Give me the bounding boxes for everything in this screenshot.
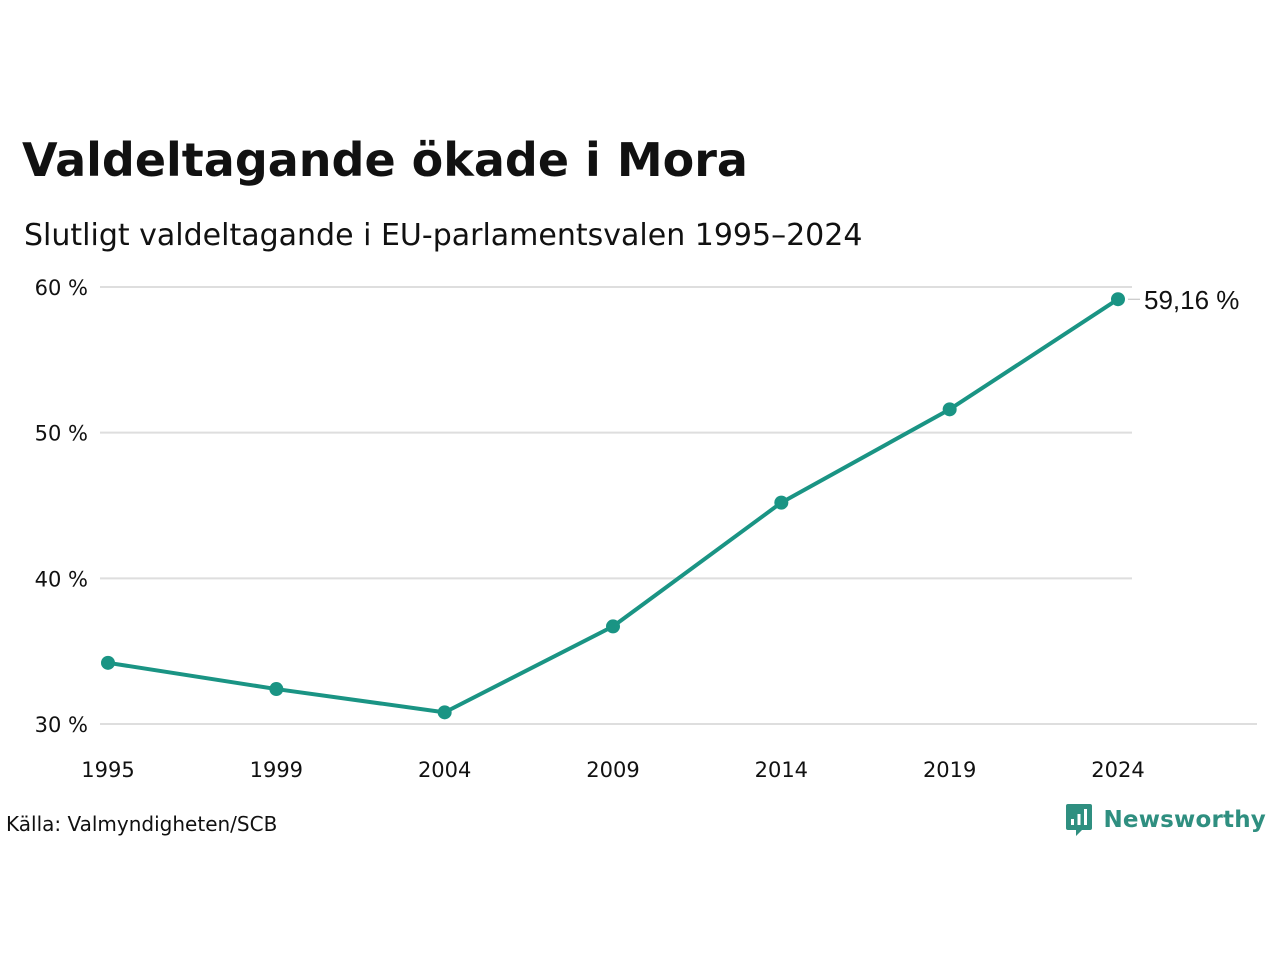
- source-note: Källa: Valmyndigheten/SCB: [6, 812, 278, 836]
- chart-subtitle: Slutligt valdeltagande i EU-parlamentsva…: [24, 218, 863, 253]
- gridlines: [100, 286, 1257, 725]
- data-point: [774, 495, 789, 510]
- x-tick-label: 1995: [81, 758, 134, 782]
- data-labels: 59,16 %: [1128, 285, 1239, 315]
- y-tick-label: 50 %: [35, 422, 88, 446]
- brand-logo: Newsworthy: [1065, 803, 1266, 837]
- data-point: [942, 402, 957, 417]
- x-axis-ticks: 1995 1999 2004 2009 2014 2019 2024: [81, 758, 1144, 782]
- series-line: [106, 297, 1120, 715]
- y-tick-label: 40 %: [35, 567, 88, 591]
- x-tick-label: 1999: [250, 758, 303, 782]
- y-axis-ticks: 30 % 40 % 50 % 60 %: [35, 276, 88, 737]
- brand-name: Newsworthy: [1103, 807, 1266, 833]
- y-tick-label: 60 %: [35, 276, 88, 300]
- data-point: [1111, 292, 1125, 307]
- data-point: [269, 682, 284, 697]
- x-tick-label: 2024: [1091, 758, 1144, 782]
- series-line-group: [106, 297, 1120, 715]
- chart-title: Valdeltagande ökade i Mora: [22, 133, 748, 187]
- x-tick-label: 2014: [755, 758, 808, 782]
- x-tick-label: 2004: [418, 758, 471, 782]
- last-value-label: 59,16 %: [1144, 285, 1239, 315]
- data-point: [606, 619, 620, 634]
- x-tick-label: 2019: [923, 758, 976, 782]
- newsworthy-logo-icon: [1066, 804, 1093, 836]
- x-tick-label: 2009: [586, 758, 639, 782]
- y-tick-label: 30 %: [35, 713, 88, 737]
- data-point: [437, 705, 452, 720]
- data-point: [101, 655, 115, 670]
- data-points: [101, 292, 1125, 720]
